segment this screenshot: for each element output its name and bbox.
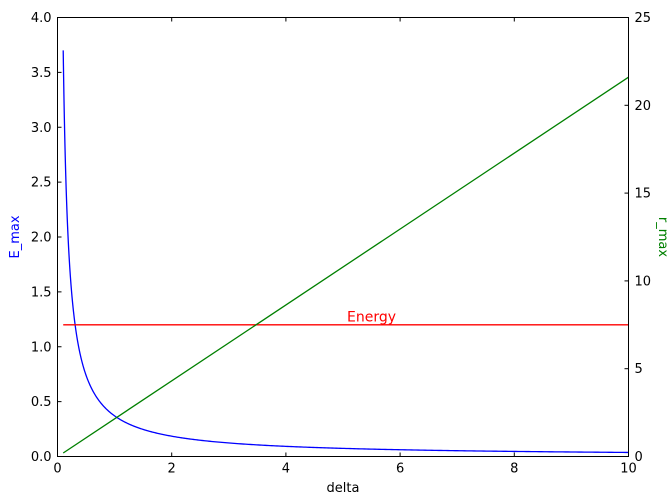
- y-left-axis-label: E_max: [8, 215, 23, 258]
- y-left-tick-label: 4.0: [31, 11, 52, 26]
- y-right-tick-label: 20: [635, 99, 652, 114]
- plot-frame: [57, 17, 629, 457]
- y-left-tick-label: 2.5: [31, 176, 52, 191]
- y-right-axis-label: r_max: [655, 217, 668, 257]
- y-left-tick-label: 2.0: [31, 231, 52, 246]
- y-left-tick-label: 1.5: [31, 285, 52, 300]
- series-line-0: [62, 50, 629, 454]
- energy-annotation: Energy: [347, 310, 396, 326]
- series-line-2: [62, 76, 629, 454]
- y-left-tick-label: 3.5: [31, 66, 52, 81]
- x-tick-label: 4: [282, 462, 290, 477]
- x-axis-label: delta: [327, 481, 360, 494]
- y-left-tick-label: 0.0: [31, 450, 52, 465]
- x-tick-label: 2: [168, 462, 176, 477]
- y-left-tick-label: 1.0: [31, 340, 52, 355]
- x-tick-label: 10: [620, 462, 637, 477]
- x-tick-label: 6: [396, 462, 404, 477]
- y-right-tick-label: 5: [635, 362, 643, 377]
- y-right-tick-label: 10: [635, 274, 652, 289]
- y-right-tick-label: 0: [635, 450, 643, 465]
- y-right-tick-label: 25: [635, 11, 652, 26]
- y-right-tick-label: 15: [635, 187, 652, 202]
- y-left-tick-label: 3.0: [31, 121, 52, 136]
- y-left-tick-label: 0.5: [31, 395, 52, 410]
- x-tick-label: 8: [510, 462, 518, 477]
- x-tick-label: 0: [53, 462, 61, 477]
